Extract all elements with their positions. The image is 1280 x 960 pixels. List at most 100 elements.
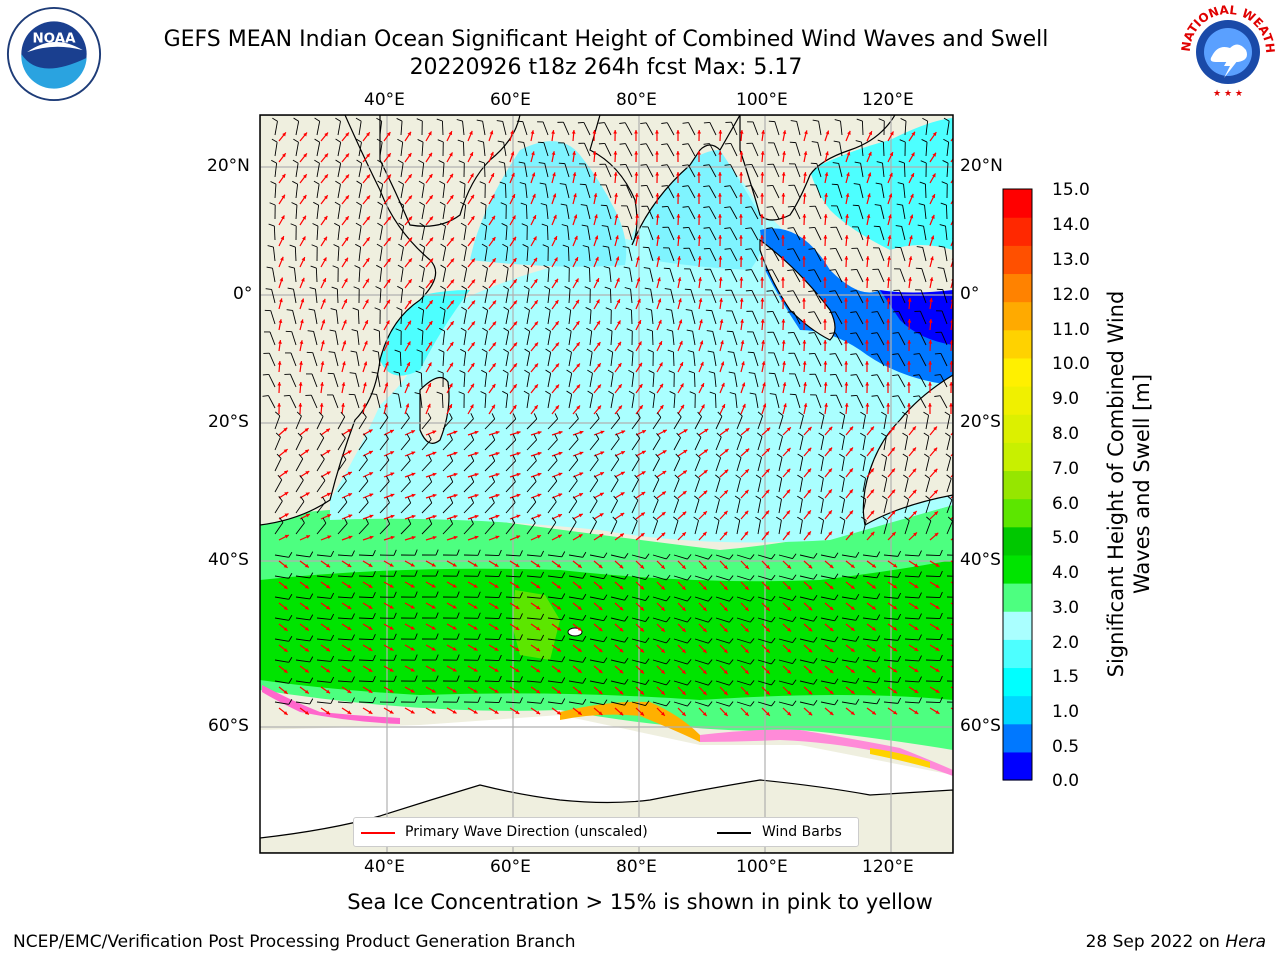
wave-arrow-head [887,235,892,240]
wind-barb [400,502,411,514]
wind-barb [899,268,906,283]
wave-arrow-head [934,532,939,537]
wind-barb-feather [288,677,293,684]
wave-arrow-head [803,403,808,408]
wind-barb-feather [414,612,418,619]
wind-barb-feather [351,571,355,578]
wave-arrow-head [406,382,410,387]
wind-barb [505,575,520,578]
wind-barb-feather [750,554,755,560]
wind-barb-feather [440,285,446,290]
wind-barb [918,395,927,409]
footer-credit: NCEP/EMC/Verification Post Processing Pr… [13,932,576,952]
wind-barb [568,638,583,642]
wind-barb-feather [677,411,682,418]
wind-barb [547,310,551,325]
wave-arrow-head [935,584,940,588]
wind-barb [589,352,593,367]
wind-barb-feather [512,455,517,462]
wave-arrow-head [867,172,872,177]
wave-arrow-head [366,132,370,137]
wave-arrow-head [345,153,350,158]
wind-barb [709,227,717,241]
wind-barb [568,680,583,684]
wind-barb-feather [792,595,797,601]
wave-arrow-head [781,172,786,176]
wave-arrow-head [326,450,331,454]
wind-barb-feather [582,677,587,684]
wind-barb [820,575,835,580]
map-legend: Primary Wave Direction (unscaled) Wind B… [353,817,859,847]
wave-arrow-head [578,493,583,497]
wave-arrow-head [596,320,600,325]
wind-barb [335,310,339,325]
wind-barb-feather [939,675,943,682]
wave-arrow-head [744,489,749,494]
wind-barb [715,436,722,451]
wind-barb-feather [272,117,278,122]
wind-barb-feather [372,549,376,556]
wave-arrow-head [718,172,722,176]
wind-barb-feather [498,591,502,598]
wind-barb-feather [293,117,299,122]
wind-barb [295,205,298,220]
wave-arrow-head [453,493,458,498]
wind-barb [421,205,425,220]
wave-arrow-head [928,340,933,344]
wind-barb [757,575,772,581]
wind-barb [862,638,877,642]
wind-barb [694,680,709,686]
wind-barb-feather [439,327,445,332]
wind-barb-feather [713,516,720,521]
wind-barb-feather [813,637,818,643]
wind-barb-feather [687,554,692,560]
wind-barb-feather [351,676,355,683]
wave-arrow-head [368,626,373,630]
wave-arrow-head [410,688,415,693]
wind-barb-feather [647,349,654,353]
wave-arrow-head [556,668,561,673]
wave-arrow-head [300,298,305,303]
wind-barb-feather [792,553,797,559]
wave-arrow-head [640,585,644,590]
wind-barb [379,523,390,535]
wind-barb [379,289,382,304]
wave-arrow-head [844,319,848,323]
wind-barb [316,596,331,599]
wind-barb-feather [321,475,326,481]
wave-arrow-head [516,535,521,539]
wind-barb [773,331,780,346]
wind-barb [484,701,500,704]
wind-barb-feather [540,571,545,578]
wind-barb [841,575,856,579]
wind-barb-feather [396,307,403,311]
wave-arrow-head [888,214,892,219]
wind-barb-feather [460,348,466,353]
wind-barb [793,184,801,199]
wave-arrow-head [577,690,582,694]
wind-barb [652,617,667,623]
wind-barb-feather [470,455,475,462]
wave-arrow-head [847,130,851,135]
wave-arrow-head [698,277,702,281]
wind-barb [625,143,633,157]
wave-arrow-head [718,277,723,281]
wind-barb [897,374,906,388]
wave-arrow-head [931,214,935,219]
wind-barb-feather [855,698,860,705]
wave-arrow-head [721,382,725,387]
wind-barb [631,596,646,602]
wind-barb [337,142,342,157]
bottom-lon-label: 40°E [364,857,405,877]
wind-barb-feather [502,390,508,395]
wind-barb [505,680,520,683]
wave-arrow-head [724,428,729,433]
wind-barb [337,617,352,620]
wind-barb-feather [904,516,910,522]
wind-barb [543,142,549,157]
wind-barb-feather [476,119,483,122]
wind-barb [484,439,496,451]
wind-barb-feather [393,549,397,556]
wind-barb [625,164,633,178]
wave-arrow-head [428,321,433,325]
